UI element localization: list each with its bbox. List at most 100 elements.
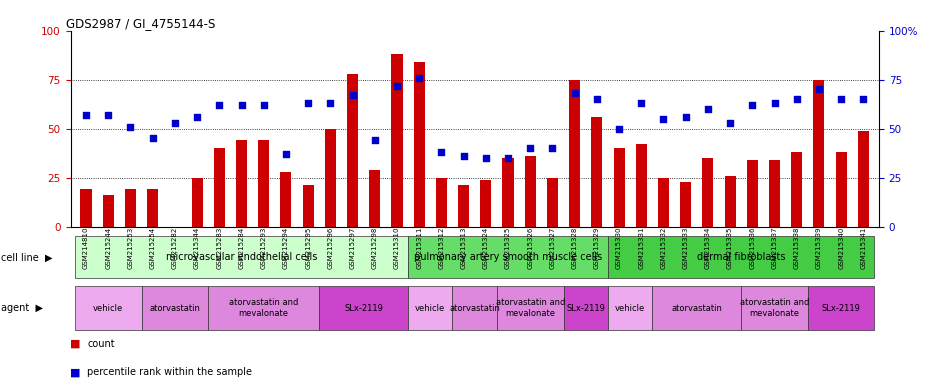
Point	[79, 112, 94, 118]
Bar	[325, 129, 336, 227]
Bar	[303, 185, 314, 227]
Point	[412, 74, 427, 81]
Text: GSM215312: GSM215312	[438, 227, 445, 269]
Text: GSM215338: GSM215338	[793, 227, 800, 269]
Text: GSM215310: GSM215310	[394, 227, 399, 269]
Text: GSM215335: GSM215335	[728, 227, 733, 269]
Bar	[702, 158, 713, 227]
Text: GSM215296: GSM215296	[327, 227, 334, 269]
Bar	[569, 80, 580, 227]
Text: GSM214810: GSM214810	[83, 227, 89, 269]
Point	[723, 120, 738, 126]
Bar	[525, 156, 536, 227]
Text: GSM215339: GSM215339	[816, 227, 822, 269]
Bar	[635, 144, 647, 227]
Bar	[547, 178, 558, 227]
Bar	[408, 236, 608, 278]
Text: atorvastatin: atorvastatin	[149, 304, 200, 313]
Text: GSM215331: GSM215331	[638, 227, 644, 269]
Point	[257, 102, 272, 108]
Text: GSM215313: GSM215313	[461, 227, 466, 269]
Bar	[280, 172, 291, 227]
Text: GSM215328: GSM215328	[572, 227, 578, 269]
Bar	[369, 170, 381, 227]
Bar	[807, 286, 874, 330]
Point	[612, 126, 627, 132]
Point	[345, 92, 360, 98]
Bar	[102, 195, 114, 227]
Point	[834, 96, 849, 103]
Text: GSM215324: GSM215324	[483, 227, 489, 269]
Point	[700, 106, 715, 112]
Bar	[497, 286, 564, 330]
Point	[678, 114, 693, 120]
Text: microvascular endothelial cells: microvascular endothelial cells	[165, 252, 317, 262]
Text: GSM215297: GSM215297	[350, 227, 355, 269]
Text: count: count	[87, 339, 115, 349]
Text: ■: ■	[70, 367, 85, 377]
Text: GSM215253: GSM215253	[128, 227, 133, 269]
Bar	[208, 286, 320, 330]
Point	[744, 102, 760, 108]
Point	[656, 116, 671, 122]
Bar	[591, 117, 603, 227]
Text: GSM215295: GSM215295	[306, 227, 311, 269]
Bar	[564, 286, 608, 330]
Text: SLx-2119: SLx-2119	[566, 304, 605, 313]
Point	[145, 136, 160, 142]
Bar	[458, 185, 469, 227]
Bar	[81, 189, 91, 227]
Text: GSM215337: GSM215337	[772, 227, 777, 269]
Point	[567, 90, 582, 96]
Bar	[192, 178, 203, 227]
Text: GSM215327: GSM215327	[550, 227, 556, 269]
Text: pulmonary artery smooth muscle cells: pulmonary artery smooth muscle cells	[414, 252, 603, 262]
Text: percentile rank within the sample: percentile rank within the sample	[87, 367, 253, 377]
Bar	[836, 152, 847, 227]
Bar	[452, 286, 497, 330]
Bar	[742, 286, 807, 330]
Bar	[791, 152, 802, 227]
Bar	[236, 141, 247, 227]
Text: SLx-2119: SLx-2119	[344, 304, 384, 313]
Bar	[608, 286, 652, 330]
Point	[634, 100, 649, 106]
Bar	[320, 286, 408, 330]
Point	[811, 86, 826, 93]
Bar	[414, 62, 425, 227]
Text: GSM215311: GSM215311	[416, 227, 422, 269]
Point	[523, 145, 538, 151]
Bar	[75, 236, 408, 278]
Text: atorvastatin and
mevalonate: atorvastatin and mevalonate	[229, 298, 298, 318]
Text: GSM215344: GSM215344	[194, 227, 200, 269]
Bar	[769, 160, 780, 227]
Text: atorvastatin: atorvastatin	[671, 304, 722, 313]
Bar	[480, 180, 492, 227]
Text: vehicle: vehicle	[415, 304, 446, 313]
Bar	[125, 189, 136, 227]
Point	[101, 112, 116, 118]
Text: GSM215294: GSM215294	[283, 227, 289, 269]
Text: cell line  ▶: cell line ▶	[1, 252, 53, 262]
Bar	[213, 148, 225, 227]
Bar	[858, 131, 869, 227]
Text: atorvastatin and
mevalonate: atorvastatin and mevalonate	[495, 298, 565, 318]
Text: GDS2987 / GI_4755144-S: GDS2987 / GI_4755144-S	[67, 17, 216, 30]
Bar	[681, 182, 691, 227]
Bar	[608, 236, 874, 278]
Point	[278, 151, 293, 157]
Text: ■: ■	[70, 339, 85, 349]
Point	[589, 96, 604, 103]
Text: GSM215293: GSM215293	[260, 227, 267, 269]
Bar	[503, 158, 513, 227]
Text: GSM215298: GSM215298	[371, 227, 378, 269]
Text: GSM215284: GSM215284	[239, 227, 244, 269]
Point	[123, 124, 138, 130]
Bar	[391, 54, 402, 227]
Text: GSM215325: GSM215325	[505, 227, 511, 269]
Point	[478, 155, 494, 161]
Point	[389, 83, 404, 89]
Bar	[142, 286, 208, 330]
Bar	[614, 148, 624, 227]
Text: atorvastatin and
mevalonate: atorvastatin and mevalonate	[740, 298, 809, 318]
